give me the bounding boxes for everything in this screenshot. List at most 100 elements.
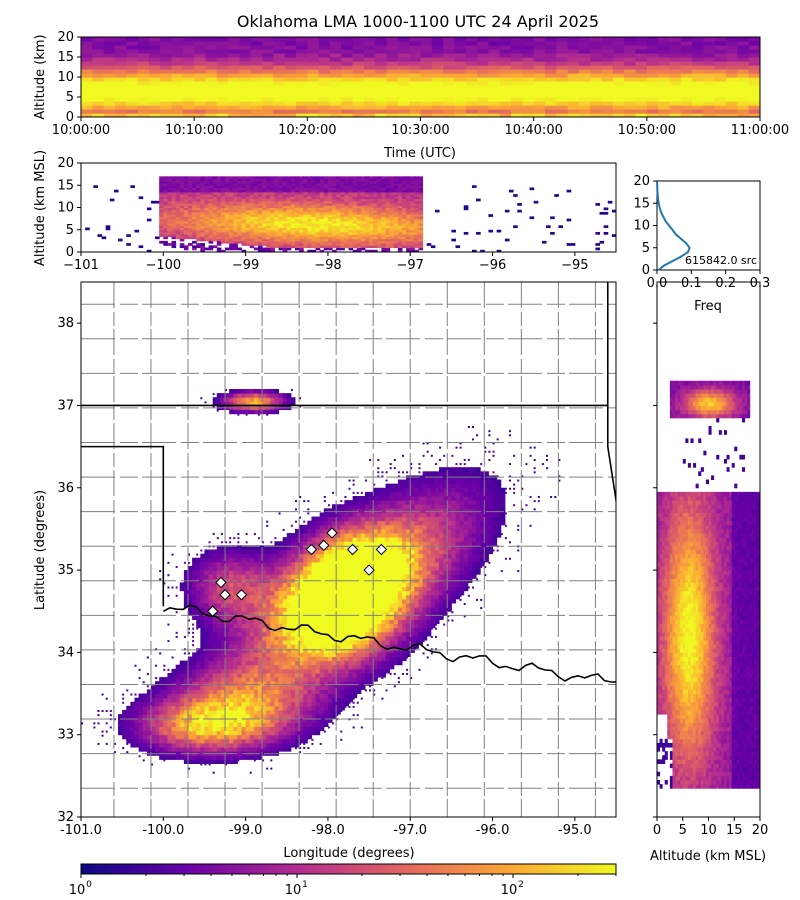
time-height-cell	[160, 113, 173, 117]
time-height-cell	[726, 97, 738, 102]
longitude-altitude-cell	[270, 191, 275, 195]
longitude-altitude-cell	[402, 209, 407, 213]
time-height-cell	[250, 73, 263, 78]
longitude-altitude-cell	[167, 243, 173, 246]
longitude-altitude-cell	[286, 214, 292, 217]
longitude-altitude-cell	[167, 194, 173, 197]
plan-view-cell	[270, 586, 275, 592]
time-height-cell	[182, 49, 195, 54]
longitude-altitude-cell	[278, 194, 284, 197]
longitude-altitude-cell	[385, 180, 391, 184]
plan-view-cell	[159, 570, 162, 573]
plan-view-cell	[262, 718, 267, 723]
longitude-altitude-cell	[303, 223, 308, 226]
time-height-panel: 10:00:00 10:10:00 10:20:00 10:30:00 10:40:00…	[33, 30, 789, 161]
longitude-altitude-cell	[159, 229, 164, 233]
plan-view-cell	[257, 413, 260, 416]
time-height-cell	[443, 93, 456, 98]
plan-view-cell	[249, 656, 255, 662]
time-height-cell	[726, 73, 738, 78]
longitude-altitude-cell	[348, 183, 354, 186]
longitude-altitude-cell	[163, 185, 168, 188]
time-height-cell	[262, 57, 274, 62]
plan-view-cell	[233, 747, 238, 752]
longitude-altitude-cell	[348, 209, 354, 213]
plan-view-cell	[237, 689, 242, 695]
longitude-altitude-cell	[550, 216, 555, 220]
longitude-altitude-cell	[212, 187, 218, 191]
longitude-altitude-cell	[340, 198, 345, 202]
time-height-cell	[205, 105, 218, 110]
plan-view-cell	[233, 668, 238, 674]
time-height-cell	[624, 41, 637, 46]
longitude-altitude-cell	[360, 185, 366, 188]
longitude-altitude-cell	[233, 209, 238, 213]
plan-view-cell	[192, 668, 197, 674]
longitude-altitude-cell	[167, 214, 173, 217]
longitude-altitude-cell	[266, 218, 271, 222]
longitude-altitude-cell	[410, 234, 415, 237]
longitude-altitude-cell	[418, 220, 424, 224]
plan-view-cell	[257, 405, 263, 411]
longitude-altitude-cell	[179, 220, 185, 224]
time-height-cell	[692, 93, 705, 98]
plan-view-cell	[237, 668, 242, 674]
longitude-altitude-cell	[389, 187, 395, 191]
plan-view-cell	[163, 668, 166, 671]
time-height-cell	[171, 77, 184, 82]
longitude-altitude-cell	[266, 223, 271, 226]
plan-view-cell	[274, 705, 280, 711]
time-height-cell	[578, 61, 591, 66]
plan-view-cell	[183, 710, 189, 715]
longitude-altitude-cell	[262, 238, 267, 242]
time-height-cell	[680, 69, 693, 74]
time-height-cell	[443, 53, 456, 58]
longitude-altitude-cell	[204, 185, 210, 188]
longitude-altitude-cell	[266, 178, 271, 182]
plan-view-cell	[237, 742, 242, 748]
longitude-altitude-cell	[344, 231, 349, 235]
time-height-cell	[646, 45, 659, 50]
time-height-y-tick-label: 10	[57, 70, 74, 85]
time-height-cell	[703, 37, 716, 42]
time-height-cell	[262, 77, 274, 82]
time-height-cell	[228, 49, 241, 54]
plan-view-cell	[200, 759, 205, 764]
longitude-altitude-cell	[196, 236, 201, 240]
plan-view-cell	[200, 586, 205, 592]
longitude-altitude-cell	[245, 231, 251, 235]
longitude-altitude-cell	[270, 209, 275, 213]
plan-view-cell	[237, 664, 242, 670]
longitude-altitude-cell	[406, 203, 411, 206]
longitude-altitude-cell	[414, 220, 419, 224]
plan-view-cell	[229, 393, 234, 398]
longitude-altitude-cell	[225, 196, 230, 200]
time-height-cell	[499, 37, 512, 42]
longitude-altitude-cell	[488, 214, 494, 217]
longitude-altitude-cell	[286, 183, 292, 186]
plan-view-cell	[253, 644, 259, 649]
plan-view-cell	[183, 648, 186, 651]
plan-view-cell	[159, 705, 164, 711]
plan-view-cell	[192, 685, 197, 690]
plan-view-cell	[225, 738, 230, 744]
time-height-cell	[216, 81, 229, 86]
longitude-altitude-cell	[373, 198, 378, 202]
plan-view-cell	[183, 652, 186, 655]
longitude-altitude-cell	[257, 240, 263, 244]
longitude-altitude-cell	[175, 234, 181, 237]
plan-view-cell	[220, 586, 226, 592]
longitude-altitude-cell	[192, 194, 197, 197]
longitude-altitude-cell	[171, 234, 177, 237]
time-height-cell	[556, 61, 569, 66]
plan-view-cell	[220, 607, 226, 612]
time-height-ylabel: Altitude (km)	[33, 34, 48, 119]
longitude-altitude-cell	[356, 214, 362, 217]
longitude-altitude-cell	[517, 209, 522, 213]
time-height-cell	[533, 105, 546, 110]
longitude-altitude-cell	[196, 218, 201, 222]
time-height-cell	[522, 109, 535, 114]
plan-view-cell	[233, 603, 238, 608]
plan-view-cell	[266, 705, 271, 711]
time-height-cell	[477, 81, 489, 86]
